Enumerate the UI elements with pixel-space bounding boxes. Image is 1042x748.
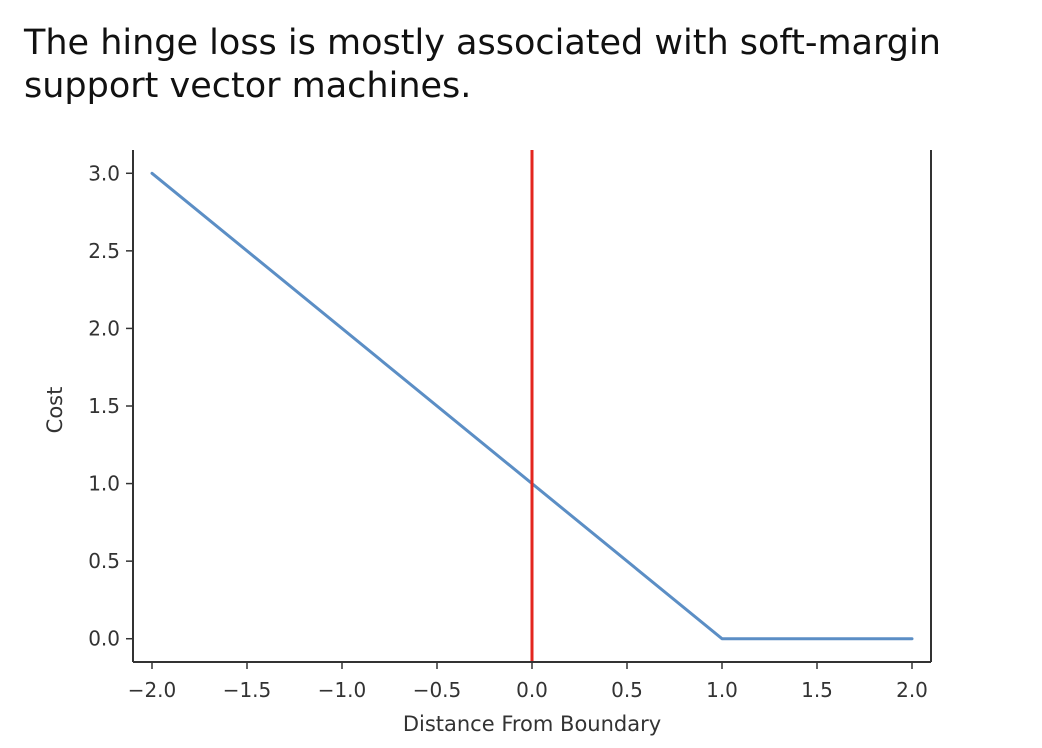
hinge-loss-line-0 <box>150 171 914 641</box>
y-tick-label: 1.0 <box>88 472 120 496</box>
y-tick-label: 0.0 <box>88 627 120 651</box>
x-tick-label: −1.0 <box>318 678 367 702</box>
y-tick-label: 2.0 <box>88 316 120 340</box>
x-tick-label: 1.0 <box>706 678 738 702</box>
x-axis-label: Distance From Boundary <box>403 712 661 736</box>
x-tick-label: 1.5 <box>801 678 833 702</box>
y-tick-label: 2.5 <box>88 239 120 263</box>
x-tick-label: −1.5 <box>223 678 272 702</box>
x-tick-label: −0.5 <box>413 678 462 702</box>
x-tick-label: 0.5 <box>611 678 643 702</box>
caption-text: The hinge loss is mostly associated with… <box>24 23 941 106</box>
y-tick-label: 0.5 <box>88 549 120 573</box>
y-tick-label: 3.0 <box>88 161 120 185</box>
x-tick-label: −2.0 <box>128 678 177 702</box>
y-tick-label: 1.5 <box>88 394 120 418</box>
y-axis-label: Cost <box>43 387 67 434</box>
x-tick-label: 0.0 <box>516 678 548 702</box>
x-tick-label: 2.0 <box>896 678 928 702</box>
